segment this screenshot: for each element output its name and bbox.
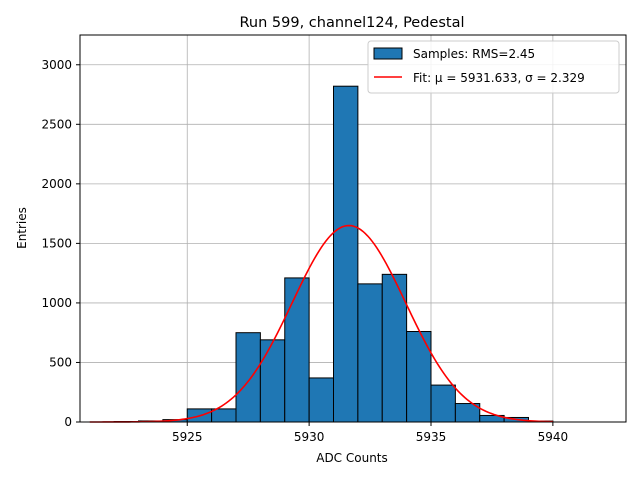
- histogram-bar: [333, 85, 359, 423]
- x-axis-label: ADC Counts: [316, 451, 388, 465]
- x-tick-label: 5935: [416, 430, 447, 444]
- histogram-bar: [357, 283, 383, 423]
- histogram-bar: [284, 277, 310, 423]
- histogram-bar: [308, 377, 334, 423]
- histogram-bar: [235, 332, 261, 423]
- x-tick-label: 5925: [172, 430, 203, 444]
- y-tick-label: 0: [64, 415, 72, 429]
- legend: Samples: RMS=2.45 Fit: μ = 5931.633, σ =…: [367, 40, 620, 94]
- plot-frame: [79, 34, 627, 423]
- x-tick-label: 5930: [294, 430, 325, 444]
- x-axis-ticks: 5925 5930 5935 5940: [172, 422, 568, 444]
- y-axis-label: Entries: [15, 207, 29, 249]
- chart-title: Run 599, channel124, Pedestal: [239, 15, 464, 31]
- histogram-bar: [381, 273, 408, 423]
- y-tick-label: 500: [49, 355, 72, 369]
- legend-swatch-histogram: [373, 47, 403, 60]
- y-tick-label: 2500: [41, 117, 72, 131]
- y-tick-label: 1000: [41, 296, 72, 310]
- y-tick-label: 3000: [41, 58, 72, 72]
- y-tick-label: 1500: [41, 236, 72, 250]
- legend-label-histogram: Samples: RMS=2.45: [413, 47, 535, 61]
- legend-box: [367, 40, 620, 94]
- histogram-bar: [211, 408, 237, 423]
- histogram-bar: [259, 339, 286, 423]
- y-axis-ticks: 0 500 1000 1500 2000 2500 3000: [41, 58, 80, 429]
- histogram-bar: [430, 384, 456, 423]
- x-tick-label: 5940: [538, 430, 569, 444]
- y-tick-label: 2000: [41, 177, 72, 191]
- fit-curve: [89, 224, 553, 423]
- legend-label-fit: Fit: μ = 5931.633, σ = 2.329: [413, 71, 585, 85]
